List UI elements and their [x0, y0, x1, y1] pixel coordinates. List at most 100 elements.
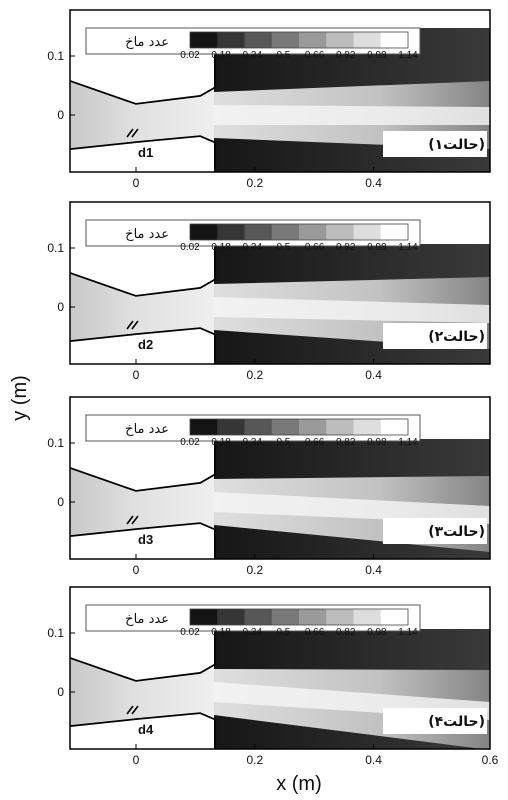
y-tick-label: 0 [57, 685, 64, 699]
legend-tick-label: 0.82 [336, 627, 356, 638]
legend-color-swatch [244, 224, 273, 240]
d-marker-hash [131, 128, 139, 138]
legend-color-swatch [380, 224, 409, 240]
legend-color-swatch [353, 419, 382, 435]
legend-color-swatch [299, 32, 327, 48]
jet-core [214, 105, 490, 125]
y-tick-label: 0.1 [47, 436, 64, 450]
legend-color-swatch [271, 609, 300, 625]
legend-bar-outline [189, 418, 409, 436]
legend-tick-label: 0.5 [276, 627, 290, 638]
legend-color-swatch [326, 419, 354, 435]
d-marker-hash [131, 515, 139, 525]
legend-label: عدد ماخ [125, 227, 169, 242]
legend-tick-label: 1.14 [398, 242, 418, 253]
panel-3: d3 (حالت۳) عدد ماخ 0.02 0.18 0.34 0.5 0.66 0.82 0… [47, 396, 491, 577]
x-tick-label: 0 [133, 176, 140, 190]
case-label-bg [383, 323, 487, 349]
legend-tick-label: 0.02 [180, 50, 200, 61]
legend-tick-label: 0.66 [305, 437, 325, 448]
x-tick-label: 0.2 [246, 368, 263, 382]
legend-tick-label: 1.14 [398, 627, 418, 638]
x-tick-label: 0.4 [365, 176, 382, 190]
legend-color-swatch [299, 609, 327, 625]
legend-color-swatch [380, 419, 409, 435]
outside-lower [70, 137, 214, 172]
legend-color-swatch [244, 609, 273, 625]
outside-lower [70, 329, 214, 364]
legend-color-swatch [326, 609, 354, 625]
legend-tick-label: 0.98 [367, 437, 387, 448]
legend-tick-label: 0.5 [276, 437, 290, 448]
legend-tick-label: 0.66 [305, 627, 325, 638]
legend-tick-label: 0.02 [180, 437, 200, 448]
jet-core [214, 297, 490, 323]
legend-color-swatch [217, 609, 245, 625]
case-label: (حالت۱) [428, 137, 485, 153]
legend-color-swatch [353, 32, 382, 48]
legend-color-swatch [217, 224, 245, 240]
legend-tick-label: 0.66 [305, 50, 325, 61]
legend-tick-label: 1.14 [398, 437, 418, 448]
x-tick-label: 0 [133, 753, 140, 767]
x-tick-label: 0.2 [246, 176, 263, 190]
legend-tick-label: 0.34 [243, 437, 263, 448]
panel-4: d4 (حالت۴) عدد ماخ 0.02 0.18 0.34 0.5 0.66 0.82 0… [47, 586, 499, 767]
legend-bar-outline [189, 223, 409, 241]
outside-lower [70, 714, 214, 749]
x-tick-label: 0.6 [482, 753, 499, 767]
case-label: (حالت۴) [428, 714, 485, 730]
legend-tick-label: 0.82 [336, 437, 356, 448]
case-label: (حالت۲) [428, 329, 485, 345]
x-tick-label: 0.4 [365, 563, 382, 577]
legend-tick-label: 1.14 [398, 50, 418, 61]
y-tick-label: 0.1 [47, 241, 64, 255]
d-marker-hash [126, 128, 134, 138]
legend-color-swatch [190, 419, 218, 435]
legend-color-swatch [299, 419, 327, 435]
legend-tick-label: 0.02 [180, 242, 200, 253]
legend-tick-label: 0.5 [276, 50, 290, 61]
legend-tick-label: 0.18 [211, 50, 231, 61]
legend-tick-label: 0.98 [367, 627, 387, 638]
d-label: d2 [138, 337, 153, 352]
legend-label: عدد ماخ [125, 35, 169, 50]
legend-label: عدد ماخ [125, 422, 169, 437]
nozzle-flow [70, 657, 214, 727]
legend-color-swatch [271, 419, 300, 435]
case-label-bg [383, 131, 487, 157]
d-marker-hash [126, 320, 134, 330]
x-tick-label: 0.4 [365, 368, 382, 382]
legend-bar-outline [189, 608, 409, 626]
legend-color-swatch [326, 32, 354, 48]
legend-color-swatch [244, 419, 273, 435]
x-tick-label: 0 [133, 368, 140, 382]
legend-color-swatch [190, 32, 218, 48]
legend-tick-label: 0.18 [211, 437, 231, 448]
legend-tick-label: 0.82 [336, 242, 356, 253]
panel-frame [69, 9, 491, 173]
legend-tick-label: 0.34 [243, 50, 263, 61]
y-tick-label: 0 [57, 495, 64, 509]
legend-tick-label: 0.66 [305, 242, 325, 253]
y-tick-label: 0.1 [47, 49, 64, 63]
case-label: (حالت۳) [428, 524, 485, 540]
legend-bar-outline [189, 31, 409, 49]
legend-color-swatch [353, 609, 382, 625]
nozzle-flow [70, 272, 214, 342]
legend-color-swatch [217, 32, 245, 48]
nozzle-flow [70, 467, 214, 537]
legend-tick-label: 0.98 [367, 50, 387, 61]
legend-tick-label: 0.5 [276, 242, 290, 253]
x-tick-label: 0.4 [365, 753, 382, 767]
case-label-bg [383, 518, 487, 544]
legend-color-swatch [326, 224, 354, 240]
legend-tick-label: 0.18 [211, 242, 231, 253]
y-axis-title: y (m) [9, 375, 31, 421]
panel-1: d1 (حالت۱) عدد ماخ 0.02 0.18 0.34 0.5 0.66 0.82 0… [47, 9, 491, 190]
legend-tick-label: 0.34 [243, 627, 263, 638]
legend-tick-label: 0.82 [336, 50, 356, 61]
d-label: d4 [138, 722, 154, 737]
legend-color-swatch [380, 609, 409, 625]
